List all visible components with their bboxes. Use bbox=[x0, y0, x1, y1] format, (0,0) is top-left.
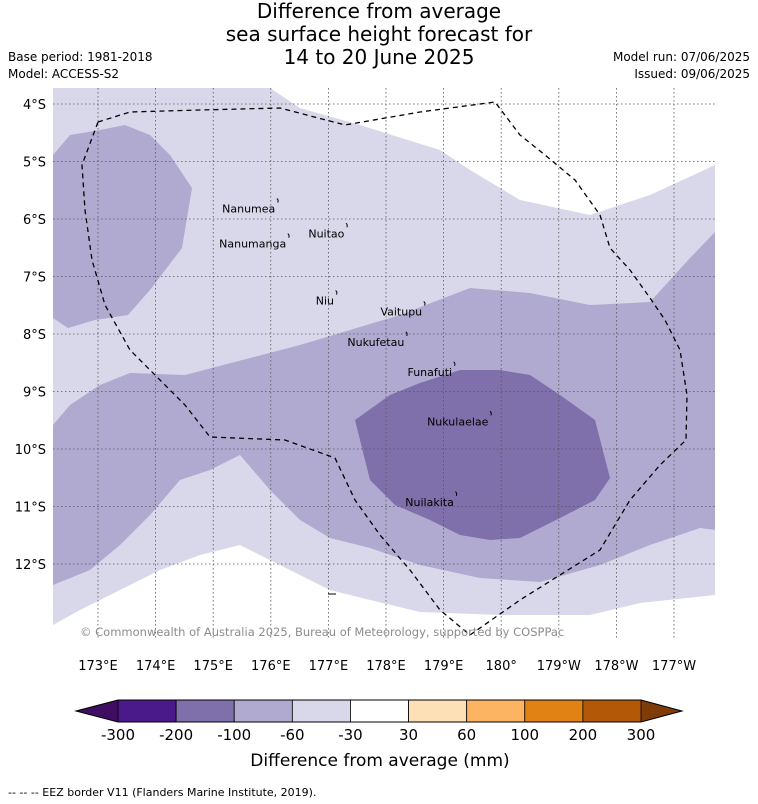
colorbar-title: Difference from average (mm) bbox=[250, 751, 509, 771]
colorbar-segment bbox=[291, 699, 351, 723]
latitude-labels: 4°S 5°S 6°S 7°S 8°S 9°S 10°S 11°S 12°S bbox=[15, 98, 46, 573]
longitude-labels: 173°E 174°E 175°E 176°E 177°E 178°E 179°E 180° 1… bbox=[78, 659, 696, 674]
issued-date: Issued: 09/06/2025 bbox=[634, 67, 750, 81]
colorbar-segment bbox=[408, 699, 468, 723]
colorbar-extend-low bbox=[76, 700, 118, 722]
colorbar-tick-label: 200 bbox=[569, 726, 598, 744]
colorbar-segment bbox=[350, 699, 409, 723]
meta-right: Model run: 07/06/2025 Issued: 09/06/2025 bbox=[613, 49, 750, 83]
colorbar-tick-label: 300 bbox=[627, 726, 656, 744]
lon-label: 179°E bbox=[424, 659, 464, 674]
anomaly-core-neg100-neg200 bbox=[355, 370, 610, 540]
island-label: Nanumanga bbox=[219, 238, 286, 251]
colorbar-tick-label: 60 bbox=[457, 726, 476, 744]
colorbar-segment bbox=[233, 699, 293, 723]
title-line-2: sea surface height forecast for bbox=[225, 22, 533, 46]
lat-label: 12°S bbox=[15, 558, 46, 573]
colorbar-tick-label: 100 bbox=[510, 726, 539, 744]
island-label: Nanumea bbox=[222, 203, 275, 216]
island-marker bbox=[335, 290, 338, 295]
island-label: Niu bbox=[316, 295, 334, 308]
island-marker bbox=[287, 233, 290, 238]
lon-label: 177°E bbox=[309, 659, 349, 674]
lat-label: 11°S bbox=[15, 501, 46, 516]
colorbar-segments bbox=[117, 699, 642, 723]
lon-label: 180° bbox=[486, 659, 517, 674]
model-name: Model: ACCESS-S2 bbox=[8, 67, 120, 81]
sea-level-map: Nanumea Nuitao Nanumanga Niu Vaitupu Nukufeta… bbox=[15, 88, 715, 771]
lat-label: 9°S bbox=[23, 386, 46, 401]
island-label: Nukufetau bbox=[347, 336, 404, 349]
colorbar-tick-label: -100 bbox=[217, 726, 251, 744]
lat-label: 4°S bbox=[23, 98, 46, 113]
colorbar-segment bbox=[582, 699, 642, 723]
lon-label: 179°W bbox=[537, 659, 581, 674]
eez-footnote: -- -- -- EEZ border V11 (Flanders Marine… bbox=[8, 786, 317, 799]
colorbar-segment bbox=[466, 699, 526, 723]
island-marker bbox=[453, 361, 456, 367]
graticule bbox=[53, 88, 715, 640]
island-marker bbox=[455, 491, 458, 497]
colorbar-outline bbox=[74, 699, 684, 723]
lon-label: 175°E bbox=[193, 659, 233, 674]
lon-label: 176°E bbox=[251, 659, 291, 674]
map-title: Difference from average sea surface heig… bbox=[0, 0, 758, 69]
colorbar-segment bbox=[117, 699, 177, 723]
lon-label: 174°E bbox=[136, 659, 176, 674]
meta-left: Base period: 1981-2018 Model: ACCESS-S2 bbox=[8, 49, 153, 83]
island-label: Nuilakita bbox=[405, 496, 454, 509]
lat-label: 7°S bbox=[23, 271, 46, 286]
model-run: Model run: 07/06/2025 bbox=[612, 50, 750, 64]
base-period: Base period: 1981-2018 bbox=[8, 50, 153, 64]
title-line-1: Difference from average bbox=[256, 0, 502, 23]
lat-label: 10°S bbox=[15, 443, 46, 458]
island-label: Nukulaelae bbox=[427, 415, 489, 428]
island-marker bbox=[345, 222, 348, 228]
colorbar-tick-label: -60 bbox=[280, 726, 305, 744]
colorbar-tick-label: -300 bbox=[101, 726, 135, 744]
colorbar-tick-label: 30 bbox=[399, 726, 418, 744]
anomaly-band-neg60-neg100-northwest bbox=[53, 125, 192, 328]
island-marker bbox=[405, 331, 408, 337]
lon-label: 177°W bbox=[652, 659, 696, 674]
island-label: Funafuti bbox=[407, 366, 452, 379]
island-marker bbox=[423, 301, 426, 306]
lat-label: 8°S bbox=[23, 328, 46, 343]
colorbar-segment bbox=[175, 699, 235, 723]
colorbar-tick-label: -30 bbox=[338, 726, 363, 744]
lat-label: 5°S bbox=[23, 156, 46, 171]
island-label: Vaitupu bbox=[380, 306, 422, 319]
lon-label: 173°E bbox=[78, 659, 118, 674]
title-line-3: 14 to 20 June 2025 bbox=[283, 45, 475, 69]
colorbar-extend-high bbox=[641, 700, 682, 722]
copyright-notice: © Commonwealth of Australia 2025, Bureau… bbox=[80, 625, 564, 639]
colorbar-segment bbox=[524, 699, 584, 723]
colorbar-tick-label: -200 bbox=[159, 726, 193, 744]
lon-label: 178°W bbox=[594, 659, 638, 674]
island-marker bbox=[489, 410, 492, 416]
colorbar: -300 -200 -100 -60 -30 30 60 100 200 300 Differen… bbox=[74, 699, 684, 771]
island-label: Nuitao bbox=[308, 227, 344, 240]
island-markers: Nanumea Nuitao Nanumanga Niu Vaitupu Nukufeta… bbox=[219, 198, 492, 509]
lat-label: 6°S bbox=[23, 213, 46, 228]
lon-label: 178°E bbox=[366, 659, 406, 674]
colorbar-tick-labels: -300 -200 -100 -60 -30 30 60 100 200 300 bbox=[101, 726, 655, 744]
island-marker bbox=[276, 198, 279, 203]
eez-border bbox=[81, 101, 688, 636]
